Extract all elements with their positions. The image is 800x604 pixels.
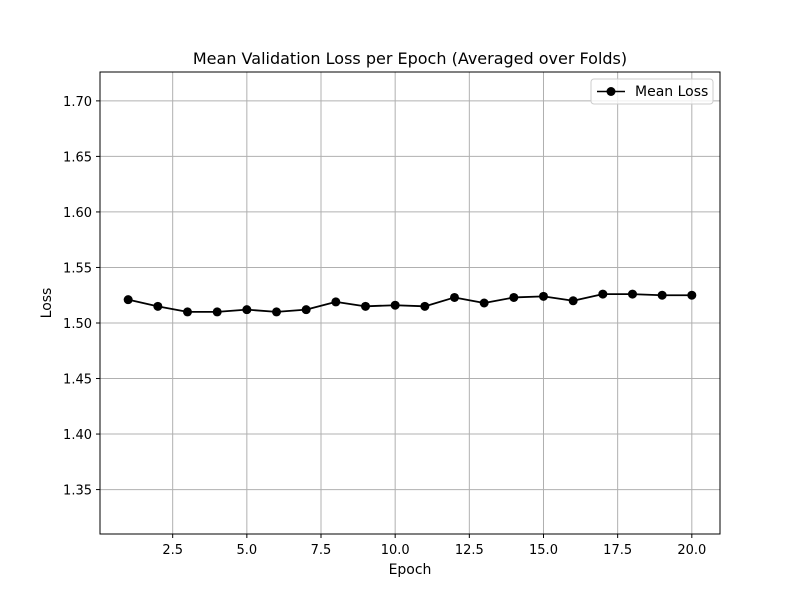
y-tick-label: 1.70 [63, 95, 92, 110]
y-tick-label: 1.65 [63, 150, 92, 165]
data-point [183, 307, 193, 317]
y-tick-label: 1.50 [63, 317, 92, 332]
x-tick-label: 17.5 [603, 543, 632, 558]
axis-ticks: 2.5 5.0 7.5 10.0 12.5 15.0 17.5 20.0 1.35 1.40 1.4… [63, 95, 706, 558]
x-tick-label: 5.0 [236, 543, 257, 558]
data-point [212, 307, 222, 317]
x-tick-label: 2.5 [162, 543, 183, 558]
data-point [657, 290, 667, 300]
data-point [390, 300, 400, 310]
data-point [687, 290, 697, 300]
data-point [272, 307, 282, 317]
data-point [449, 292, 459, 302]
y-tick-label: 1.40 [63, 428, 92, 443]
data-point [242, 305, 252, 315]
legend-marker [606, 87, 616, 96]
x-axis-label: Epoch [389, 562, 432, 578]
data-point [538, 291, 548, 301]
y-tick-label: 1.35 [63, 484, 92, 499]
data-point [568, 296, 578, 306]
data-point [301, 305, 311, 315]
data-point [598, 289, 608, 299]
data-point [361, 301, 371, 311]
data-point [479, 298, 489, 308]
x-tick-label: 7.5 [311, 543, 332, 558]
grid-lines [100, 72, 720, 534]
y-tick-label: 1.45 [63, 373, 92, 388]
x-tick-label: 15.0 [529, 543, 558, 558]
data-point [153, 301, 163, 311]
data-point [627, 289, 637, 299]
series-line-mean-loss [127, 293, 692, 313]
data-point [331, 297, 341, 307]
legend-box [590, 78, 714, 105]
data-point [509, 292, 519, 302]
chart-title: Mean Validation Loss per Epoch (Averaged… [193, 49, 627, 68]
x-tick-label: 10.0 [381, 543, 410, 558]
legend-label: Mean Loss [635, 84, 708, 100]
legend: Mean Loss [590, 78, 714, 105]
data-point [123, 295, 133, 305]
x-tick-label: 12.5 [455, 543, 484, 558]
y-tick-label: 1.60 [63, 206, 92, 221]
plot-frame [99, 71, 721, 535]
y-tick-label: 1.55 [63, 261, 92, 276]
series-layer [123, 289, 697, 317]
data-point [420, 301, 430, 311]
y-axis-label: Loss [39, 288, 55, 319]
x-tick-label: 20.0 [677, 543, 706, 558]
